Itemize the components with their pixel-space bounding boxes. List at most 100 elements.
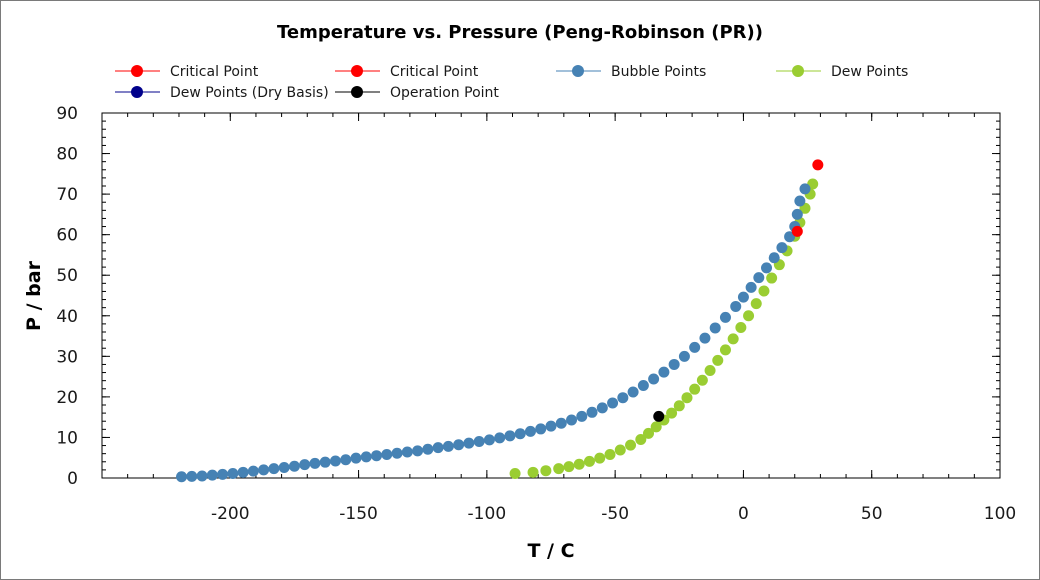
data-point xyxy=(227,468,239,480)
data-point xyxy=(607,397,619,409)
data-point xyxy=(719,311,731,323)
legend-item: Bubble Points xyxy=(556,64,706,80)
data-point xyxy=(604,448,616,460)
data-point xyxy=(794,195,806,207)
data-point xyxy=(217,468,229,480)
y-tick-label: 10 xyxy=(56,428,78,448)
data-point xyxy=(329,455,341,467)
y-tick-label: 40 xyxy=(56,307,78,327)
plot-area: -200 -150 -100 -50 0 50 100 0 10 20 30 40 50 60 70 80 90 xyxy=(56,104,1016,524)
data-point xyxy=(299,459,311,471)
data-point xyxy=(442,440,454,452)
data-point xyxy=(768,252,780,264)
legend-item: Critical Point xyxy=(115,64,259,80)
legend-marker xyxy=(351,65,363,77)
data-point xyxy=(583,455,595,467)
data-point xyxy=(371,450,383,462)
data-point xyxy=(381,448,393,460)
series-operation-point xyxy=(653,410,665,422)
legend-label: Bubble Points xyxy=(611,64,706,80)
data-point xyxy=(727,333,739,345)
data-point xyxy=(494,432,506,444)
data-point xyxy=(268,463,280,475)
y-tick-label: 0 xyxy=(67,469,78,489)
data-point xyxy=(535,423,547,435)
legend: Critical Point Critical Point Bubble Point… xyxy=(115,64,908,101)
data-point xyxy=(401,446,413,458)
data-point xyxy=(206,469,218,481)
data-point xyxy=(699,332,711,344)
data-point xyxy=(673,400,685,412)
data-point xyxy=(586,406,598,418)
data-point xyxy=(340,454,352,466)
data-point xyxy=(753,272,765,284)
data-point xyxy=(681,392,693,404)
y-tick-label: 60 xyxy=(56,226,78,246)
data-point xyxy=(799,183,811,195)
legend-marker xyxy=(351,86,363,98)
data-point xyxy=(319,456,331,468)
y-tick-label: 50 xyxy=(56,266,78,286)
data-point xyxy=(566,414,578,426)
data-point xyxy=(422,443,434,455)
y-tick-label: 90 xyxy=(56,104,78,124)
data-point xyxy=(678,350,690,362)
legend-item: Dew Points xyxy=(776,64,908,80)
legend-label: Dew Points xyxy=(831,64,908,80)
x-tick-label: -50 xyxy=(601,504,629,524)
legend-marker xyxy=(131,86,143,98)
data-point xyxy=(784,231,796,243)
data-point xyxy=(689,383,701,395)
y-tick-label: 80 xyxy=(56,145,78,165)
data-point xyxy=(689,341,701,353)
data-point xyxy=(473,436,485,447)
data-point xyxy=(247,465,259,477)
data-point xyxy=(594,452,606,464)
data-point xyxy=(563,461,575,473)
data-point xyxy=(766,272,778,284)
data-point xyxy=(696,374,708,386)
data-point xyxy=(761,262,773,274)
legend-marker xyxy=(131,65,143,77)
data-point xyxy=(576,410,588,422)
series-dew-points xyxy=(509,178,819,480)
data-point xyxy=(509,468,521,480)
y-tick-label: 20 xyxy=(56,388,78,408)
chart-title: Temperature vs. Pressure (Peng-Robinson … xyxy=(277,22,763,43)
x-tick-label: -150 xyxy=(339,504,378,524)
data-point xyxy=(540,465,552,477)
data-point xyxy=(730,300,742,312)
series-bubble-points xyxy=(176,183,811,483)
data-point xyxy=(668,358,680,370)
data-point xyxy=(186,470,198,482)
data-point xyxy=(812,159,824,171)
x-tick-label: 0 xyxy=(738,504,749,524)
series-critical-point xyxy=(812,159,824,171)
legend-item: Critical Point xyxy=(335,64,479,80)
x-tick-label: 50 xyxy=(861,504,883,524)
x-tick-label: 100 xyxy=(984,504,1016,524)
y-tick-label: 30 xyxy=(56,347,78,367)
data-point xyxy=(258,464,270,476)
data-point xyxy=(573,458,585,470)
data-point xyxy=(719,344,731,356)
data-point xyxy=(709,322,721,334)
data-point xyxy=(704,365,716,377)
data-point xyxy=(614,444,626,456)
data-point xyxy=(750,298,762,310)
data-point xyxy=(412,445,424,457)
x-tick-label: -100 xyxy=(468,504,507,524)
data-point xyxy=(288,460,300,472)
data-point xyxy=(391,447,403,459)
data-point xyxy=(553,463,565,475)
data-point xyxy=(648,373,660,385)
data-point xyxy=(642,427,654,439)
legend-marker xyxy=(792,65,804,77)
data-point xyxy=(776,242,788,254)
data-point xyxy=(555,417,567,429)
data-point xyxy=(745,281,757,293)
data-point xyxy=(625,439,637,451)
series-critical-point xyxy=(791,225,803,237)
data-point xyxy=(463,437,475,449)
